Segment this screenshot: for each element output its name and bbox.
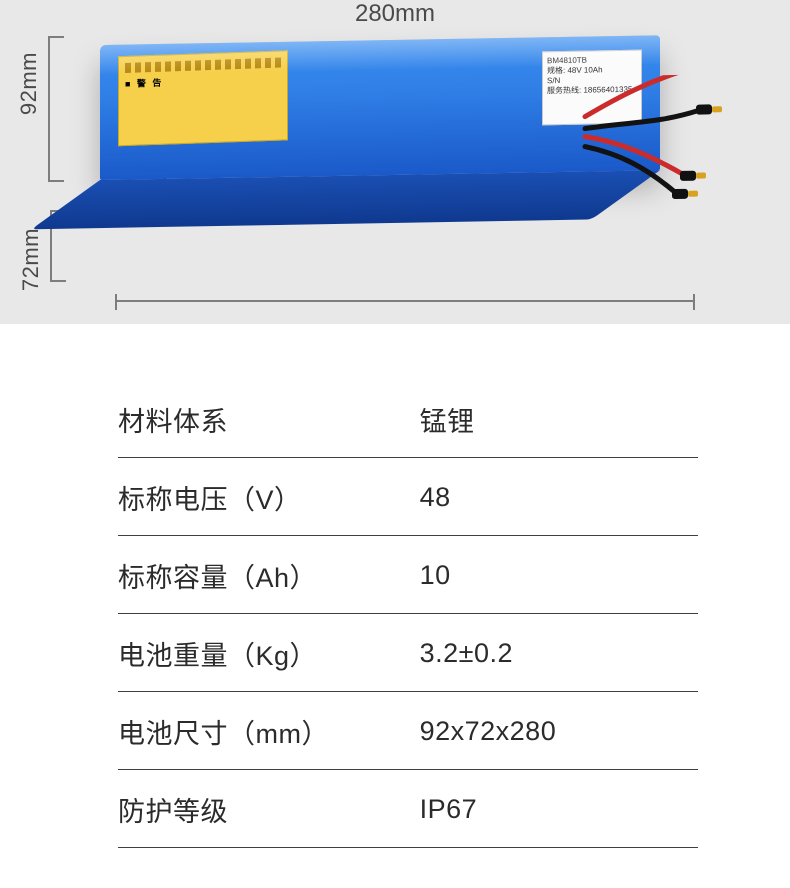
spec-table: 材料体系 锰锂 标称电压（V） 48 标称容量（Ah） 10 电池重量（Kg） …	[118, 380, 698, 848]
spec-key: 标称容量（Ah）	[118, 536, 420, 614]
warning-title: ■ 警 告	[125, 72, 281, 90]
height-bracket	[48, 36, 50, 182]
table-row: 标称电压（V） 48	[118, 458, 698, 536]
battery-illustration: ■ 警 告 BM4810TB 规格: 48V 10Ah S/N 服务热线: 18…	[100, 35, 680, 220]
spec-key: 电池尺寸（mm）	[118, 692, 420, 770]
width-bracket	[115, 300, 695, 302]
table-row: 标称容量（Ah） 10	[118, 536, 698, 614]
dimension-depth-value: 72mm	[18, 228, 44, 291]
spec-value: IP67	[420, 770, 698, 848]
spec-value: 3.2±0.2	[420, 614, 698, 692]
spec-value: 48	[420, 458, 698, 536]
wires-svg	[580, 74, 760, 247]
table-row: 电池尺寸（mm） 92x72x280	[118, 692, 698, 770]
dimension-width: 280mm	[0, 0, 790, 28]
sticker-line-1: BM4810TB	[547, 55, 637, 67]
spec-table-body: 材料体系 锰锂 标称电压（V） 48 标称容量（Ah） 10 电池重量（Kg） …	[118, 380, 698, 848]
table-row: 防护等级 IP67	[118, 770, 698, 848]
warning-label: ■ 警 告	[118, 50, 288, 146]
dimension-depth: 72mm	[18, 228, 44, 291]
page: 92mm 72mm ■ 警 告 BM4810TB 规格: 48V 10Ah S/…	[0, 0, 790, 888]
battery-top-face: ■ 警 告 BM4810TB 规格: 48V 10Ah S/N 服务热线: 18…	[100, 35, 660, 180]
spec-value: 10	[420, 536, 698, 614]
spec-value: 92x72x280	[420, 692, 698, 770]
product-image-area: 92mm 72mm ■ 警 告 BM4810TB 规格: 48V 10Ah S/…	[0, 0, 790, 324]
battery-wires	[580, 75, 700, 197]
spec-key: 电池重量（Kg）	[118, 614, 420, 692]
table-row: 材料体系 锰锂	[118, 380, 698, 458]
warning-stripes	[125, 58, 281, 73]
spec-key: 材料体系	[118, 380, 420, 458]
spec-key: 防护等级	[118, 770, 420, 848]
dimension-width-value: 280mm	[355, 0, 435, 27]
spec-table-area: 材料体系 锰锂 标称电压（V） 48 标称容量（Ah） 10 电池重量（Kg） …	[0, 324, 790, 888]
spec-value: 锰锂	[420, 380, 698, 458]
table-row: 电池重量（Kg） 3.2±0.2	[118, 614, 698, 692]
battery-front-face	[31, 170, 660, 229]
dimension-height-value: 92mm	[16, 52, 42, 115]
spec-key: 标称电压（V）	[118, 458, 420, 536]
dimension-height: 92mm	[16, 52, 42, 115]
